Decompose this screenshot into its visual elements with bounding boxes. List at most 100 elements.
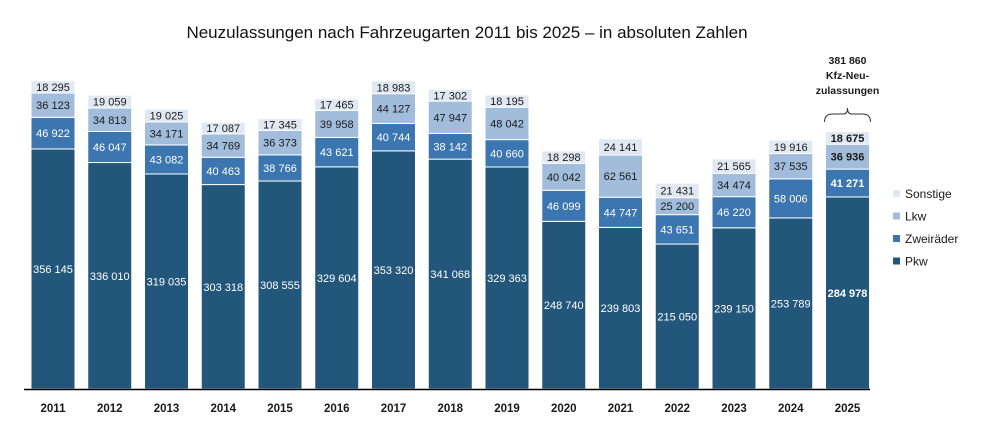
data-label-sonstige-2021: 24 141	[604, 142, 638, 154]
data-label-pkw-2018: 341 068	[430, 269, 470, 281]
data-label-zweiraeder-2019: 40 660	[490, 148, 524, 160]
bar-segment-sonstige-2020	[541, 150, 587, 164]
data-label-pkw-2016: 329 604	[317, 273, 357, 285]
legend-label-zweiraeder: Zweiräder	[905, 232, 958, 246]
bar-segment-pkw-2021	[598, 226, 643, 390]
data-label-lkw-2025: 36 936	[831, 152, 865, 164]
bar-segment-pkw-2014	[200, 184, 246, 390]
bar-segment-pkw-2018	[427, 158, 473, 390]
bar-segment-sonstige-2016	[314, 98, 360, 112]
x-tick-label-2024: 2024	[778, 403, 804, 415]
data-label-lkw-2018: 47 947	[433, 112, 467, 124]
bar-segment-sonstige-2012	[87, 94, 133, 109]
data-label-lkw-2023: 34 474	[717, 180, 751, 192]
legend-swatch-lkw	[893, 212, 900, 220]
bar-segment-zweiraeder-2016	[314, 136, 360, 168]
data-label-sonstige-2023: 21 565	[717, 161, 751, 173]
data-label-pkw-2011: 356 145	[33, 264, 73, 276]
data-label-lkw-2019: 48 042	[490, 118, 524, 130]
x-tick-label-2021: 2021	[608, 403, 634, 415]
annotation-line-2: Kfz-Neu-	[826, 70, 870, 82]
data-label-sonstige-2020: 18 298	[547, 152, 581, 164]
x-tick-label-2014: 2014	[210, 403, 236, 415]
bar-segment-zweiraeder-2021	[598, 196, 643, 228]
data-label-lkw-2020: 40 042	[547, 172, 581, 184]
data-label-sonstige-2012: 19 059	[93, 97, 127, 109]
data-label-zweiraeder-2015: 38 766	[263, 163, 297, 175]
bar-segment-lkw-2019	[484, 106, 530, 141]
x-tick-label-2025: 2025	[835, 403, 861, 415]
data-label-lkw-2021: 62 561	[604, 171, 638, 183]
bar-segment-sonstige-2024	[768, 139, 814, 155]
legend-label-pkw: Pkw	[905, 255, 928, 269]
data-label-pkw-2022: 215 050	[657, 312, 697, 324]
data-label-sonstige-2011: 18 295	[36, 82, 70, 94]
annotation-brace	[824, 107, 871, 123]
annotation-line-3: zulassungen	[816, 85, 880, 97]
x-tick-label-2016: 2016	[324, 403, 350, 415]
data-label-sonstige-2017: 18 983	[377, 82, 411, 94]
data-label-pkw-2021: 239 803	[601, 303, 641, 315]
data-label-zweiraeder-2016: 43 621	[320, 147, 354, 159]
data-label-pkw-2017: 353 320	[374, 265, 414, 277]
legend: Sonstige Lkw Zweiräder Pkw	[893, 187, 958, 269]
total-annotation: 381 860 Kfz-Neu-zulassungen	[816, 55, 880, 123]
data-label-zweiraeder-2022: 43 651	[660, 224, 694, 236]
data-label-pkw-2015: 308 555	[260, 280, 300, 292]
bar-segment-zweiraeder-2020	[541, 189, 587, 222]
bar-segment-pkw-2025	[825, 196, 870, 390]
bar-segment-zweiraeder-2011	[30, 116, 76, 150]
data-label-sonstige-2019: 18 195	[490, 96, 524, 108]
legend-label-lkw: Lkw	[905, 210, 927, 224]
bar-segment-lkw-2018	[427, 100, 473, 134]
bar-segment-zweiraeder-2024	[768, 178, 814, 219]
bar-segment-sonstige-2017	[371, 80, 416, 95]
bar-segment-sonstige-2022	[654, 182, 700, 199]
bar-segment-sonstige-2015	[257, 118, 303, 131]
data-label-zweiraeder-2011: 46 922	[36, 128, 70, 140]
bar-segment-zweiraeder-2023	[711, 196, 757, 229]
data-label-sonstige-2016: 17 465	[320, 100, 354, 112]
data-label-zweiraeder-2023: 46 220	[717, 207, 751, 219]
data-label-lkw-2014: 34 769	[206, 141, 240, 153]
bar-segment-pkw-2013	[144, 173, 189, 390]
x-tick-label-2017: 2017	[381, 403, 407, 415]
data-label-zweiraeder-2018: 38 142	[433, 141, 467, 153]
data-label-sonstige-2018: 17 302	[433, 90, 467, 102]
bars-group: 356 145 46 922 36 123 18 295 336 010 46 047 34…	[30, 80, 870, 390]
data-label-sonstige-2015: 17 345	[263, 120, 297, 132]
x-tick-label-2020: 2020	[551, 403, 577, 415]
bar-segment-zweiraeder-2015	[257, 154, 303, 182]
data-label-lkw-2011: 36 123	[36, 100, 70, 112]
data-label-sonstige-2022: 21 431	[660, 185, 694, 197]
data-label-pkw-2019: 329 363	[487, 273, 527, 285]
x-tick-label-2023: 2023	[721, 403, 747, 415]
data-label-pkw-2024: 253 789	[771, 298, 811, 310]
x-tick-label-2011: 2011	[41, 403, 67, 415]
data-label-sonstige-2025: 18 675	[831, 133, 865, 145]
data-label-sonstige-2013: 19 025	[150, 110, 184, 122]
data-label-sonstige-2014: 17 087	[206, 123, 240, 135]
x-tick-label-2019: 2019	[494, 403, 520, 415]
data-label-zweiraeder-2017: 40 744	[377, 132, 411, 144]
data-label-pkw-2020: 248 740	[544, 300, 584, 312]
data-label-lkw-2022: 25 200	[660, 201, 694, 213]
x-axis-ticks: 2011 2012 2013 2014 2015 2016 2017 2018 2019 2020…	[41, 403, 861, 415]
bar-segment-lkw-2016	[314, 110, 360, 138]
bar-segment-pkw-2016	[314, 166, 360, 390]
data-label-lkw-2012: 34 813	[93, 115, 127, 127]
bar-segment-pkw-2015	[257, 180, 303, 390]
legend-swatch-pkw	[893, 257, 900, 265]
data-label-pkw-2013: 319 035	[147, 276, 187, 288]
legend-swatch-zweiraeder	[893, 235, 900, 242]
x-tick-label-2013: 2013	[154, 403, 180, 415]
data-label-lkw-2017: 44 127	[377, 104, 411, 116]
data-label-lkw-2024: 37 535	[774, 161, 808, 173]
x-tick-label-2015: 2015	[267, 403, 293, 415]
bar-segment-zweiraeder-2022	[654, 214, 700, 245]
bar-segment-zweiraeder-2025	[825, 168, 870, 198]
bar-segment-sonstige-2023	[711, 158, 757, 174]
x-tick-label-2022: 2022	[664, 403, 690, 415]
data-label-zweiraeder-2014: 40 463	[206, 166, 240, 178]
